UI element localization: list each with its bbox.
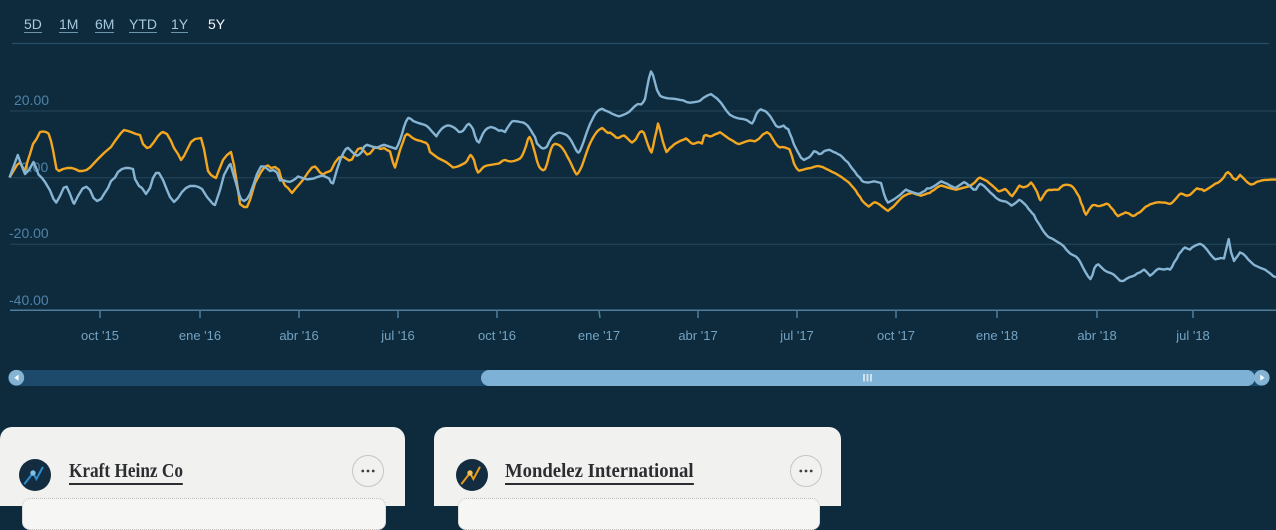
svg-text:oct '17: oct '17 bbox=[877, 328, 915, 343]
svg-text:abr '18: abr '18 bbox=[1077, 328, 1116, 343]
svg-text:abr '17: abr '17 bbox=[678, 328, 717, 343]
svg-text:20.00: 20.00 bbox=[14, 92, 49, 108]
svg-text:ene '16: ene '16 bbox=[179, 328, 221, 343]
svg-text:ene '17: ene '17 bbox=[578, 328, 620, 343]
svg-text:jul '18: jul '18 bbox=[1175, 328, 1210, 343]
svg-text:jul '16: jul '16 bbox=[380, 328, 415, 343]
svg-text:-40.00: -40.00 bbox=[9, 292, 49, 308]
svg-text:abr '16: abr '16 bbox=[279, 328, 318, 343]
svg-text:oct '16: oct '16 bbox=[478, 328, 516, 343]
svg-text:jul '17: jul '17 bbox=[779, 328, 814, 343]
svg-text:oct '15: oct '15 bbox=[81, 328, 119, 343]
svg-text:-20.00: -20.00 bbox=[9, 225, 49, 241]
svg-text:ene '18: ene '18 bbox=[976, 328, 1018, 343]
